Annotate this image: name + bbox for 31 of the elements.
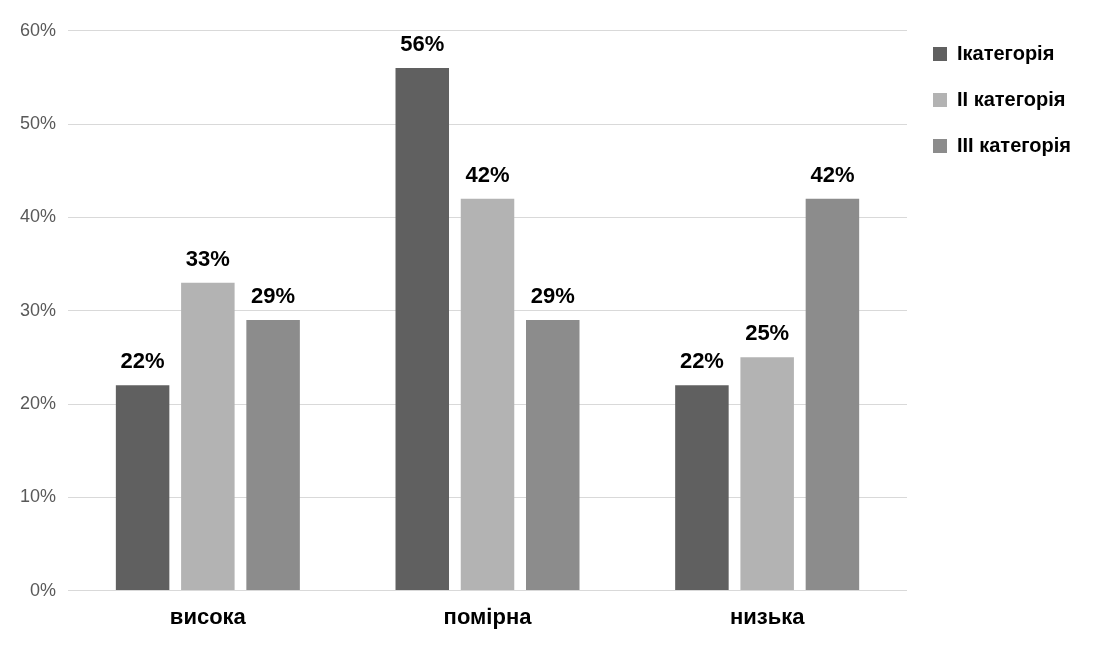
bar [740, 357, 794, 591]
x-tick-label: помірна [443, 603, 533, 629]
data-label: 22% [120, 348, 165, 374]
data-label: 29% [530, 283, 575, 309]
data-label: 29% [251, 283, 296, 309]
data-label: 56% [400, 31, 445, 57]
bar [246, 320, 300, 591]
bar [115, 385, 170, 591]
bar [675, 385, 729, 591]
y-tick-label: 0% [30, 579, 57, 600]
data-label: 42% [810, 161, 855, 187]
data-label: 25% [745, 320, 790, 346]
bar [805, 198, 860, 591]
x-tick-label: висока [169, 603, 247, 629]
legend-label: Ікатегорія [957, 41, 1055, 64]
y-tick-label: 50% [20, 113, 57, 134]
y-tick-label: 30% [20, 299, 57, 320]
y-tick-label: 60% [20, 19, 57, 40]
data-label: 22% [679, 348, 724, 374]
x-tick-label: низька [729, 603, 806, 629]
bar [460, 198, 515, 591]
y-tick-label: 10% [20, 486, 57, 507]
data-label: 42% [465, 161, 510, 187]
legend-label: II категорія [957, 87, 1066, 110]
bar [181, 282, 235, 591]
legend-label: III категорія [957, 133, 1072, 156]
bar [395, 68, 450, 591]
data-label: 33% [185, 245, 230, 271]
y-tick-label: 40% [20, 206, 57, 227]
bar [526, 320, 580, 591]
y-tick-label: 20% [20, 392, 57, 413]
